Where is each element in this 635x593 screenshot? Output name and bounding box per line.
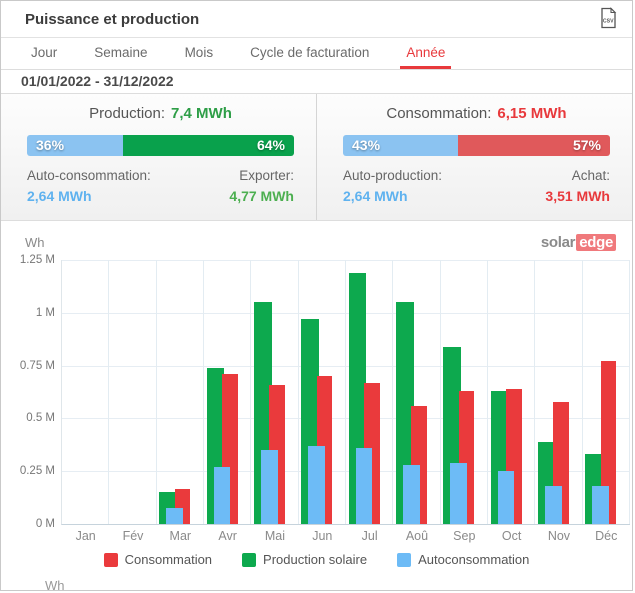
tab-semaine[interactable]: Semaine xyxy=(94,44,148,60)
csv-file-icon: CSV xyxy=(599,6,618,32)
y-tick-label: 0.75 M xyxy=(19,359,55,372)
consumption-label: Consommation: xyxy=(386,105,492,122)
purchase-value: 3,51 MWh xyxy=(545,188,610,204)
x-tick-label: Fév xyxy=(122,529,144,543)
legend-item-consommation[interactable]: Consommation xyxy=(103,552,213,567)
y-axis: 1.25 M 1 M 0.75 M 0.5 M 0.25 M 0 M xyxy=(1,254,61,530)
consumption-value: 6,15 MWh xyxy=(497,105,567,122)
legend-swatch xyxy=(242,552,257,567)
bar-autoconsommation xyxy=(355,447,373,524)
legend-item-autoconsommation[interactable]: Autoconsommation xyxy=(397,552,529,567)
purchase-label: Achat: xyxy=(571,168,610,183)
x-tick-label: Déc xyxy=(595,529,618,543)
summary-band: Production: 7,4 MWh 36% 64% Auto-consomma… xyxy=(1,94,632,221)
x-tick-label: Aoû xyxy=(405,529,429,543)
y-tick-label: 0.5 M xyxy=(26,412,55,425)
month-column-déc xyxy=(583,260,630,524)
x-tick-label: Mar xyxy=(169,529,192,543)
self-consumption-label: Auto-consommation: xyxy=(27,168,151,183)
tab-ann-e[interactable]: Année xyxy=(400,38,452,69)
legend-label: Autoconsommation xyxy=(418,552,530,567)
production-split-bar: 36% 64% xyxy=(27,135,294,156)
production-card: Production: 7,4 MWh 36% 64% Auto-consomma… xyxy=(1,94,316,220)
date-range: 01/01/2022 - 31/12/2022 xyxy=(1,70,632,94)
page-title: Puissance et production xyxy=(25,10,200,28)
x-tick-label: Sep xyxy=(453,529,476,543)
consumption-split-selfprod-segment: 43% xyxy=(343,135,458,156)
bar-autoconsommation xyxy=(166,508,184,524)
x-tick-label: Jan xyxy=(75,529,96,543)
production-split-self-segment: 36% xyxy=(27,135,124,156)
widget-header: Puissance et production CSV xyxy=(1,1,632,38)
export-csv-button[interactable]: CSV xyxy=(597,5,620,34)
month-column-nov xyxy=(535,260,583,524)
bar-autoconsommation xyxy=(308,445,326,524)
month-column-avr xyxy=(204,260,252,524)
month-column-aoû xyxy=(393,260,441,524)
self-production-value: 2,64 MWh xyxy=(343,188,408,204)
production-value: 7,4 MWh xyxy=(171,105,232,122)
energy-chart-section: Wh solar edge 1.25 M 1 M 0.75 M 0.5 M 0.25 M 0… xyxy=(1,221,632,591)
production-label: Production: xyxy=(89,105,166,122)
month-column-oct xyxy=(488,260,536,524)
bar-autoconsommation xyxy=(545,485,562,524)
legend-swatch xyxy=(397,552,412,567)
self-consumption-value: 2,64 MWh xyxy=(27,188,92,204)
x-tick-label: Mai xyxy=(264,529,286,543)
consumption-split-bar: 43% 57% xyxy=(343,135,610,156)
export-value: 4,77 MWh xyxy=(229,188,294,204)
next-chart-unit-label-partial: Wh xyxy=(45,578,65,591)
chart-plot-area xyxy=(61,260,630,525)
y-tick-label: 1.25 M xyxy=(19,254,55,266)
month-column-mar xyxy=(157,260,204,524)
x-axis-labels: Jan Fév Mar Avr Mai Jun Jul Aoû Sep Oct Nov Déc xyxy=(62,525,630,545)
legend-item-production-solaire[interactable]: Production solaire xyxy=(242,552,367,567)
bar-consommation xyxy=(600,361,617,524)
x-tick-label: Jun xyxy=(312,529,333,543)
bar-autoconsommation xyxy=(592,485,609,524)
month-column-jan xyxy=(62,260,110,524)
self-production-label: Auto-production: xyxy=(343,168,443,183)
tab-cycle-de-facturation[interactable]: Cycle de facturation xyxy=(250,44,370,60)
y-tick-label: 0 M xyxy=(35,518,55,530)
chart-legend: Consommation Production solaire Autoconsom… xyxy=(1,552,632,567)
production-split-export-segment: 64% xyxy=(123,135,294,156)
legend-label: Consommation xyxy=(124,552,213,567)
period-tabs: Jour Semaine Mois Cycle de facturation Année xyxy=(1,38,632,70)
legend-label: Production solaire xyxy=(263,552,368,567)
svg-text:CSV: CSV xyxy=(603,18,614,24)
tab-mois[interactable]: Mois xyxy=(184,44,214,60)
bar-autoconsommation xyxy=(403,464,420,524)
tab-jour[interactable]: Jour xyxy=(31,44,58,60)
x-tick-label: Avr xyxy=(218,529,237,543)
month-column-fév xyxy=(109,260,157,524)
month-column-jul xyxy=(346,260,394,524)
month-column-mai xyxy=(251,260,299,524)
x-tick-label: Nov xyxy=(547,529,571,543)
month-column-jun xyxy=(299,260,346,524)
bar-autoconsommation xyxy=(213,466,231,524)
x-tick-label: Oct xyxy=(501,529,522,543)
consumption-split-purchase-segment: 57% xyxy=(457,135,610,156)
x-tick-label: Jul xyxy=(361,529,378,543)
consumption-card: Consommation: 6,15 MWh 43% 57% Auto-produ… xyxy=(316,94,632,220)
solaredge-logo: solar edge xyxy=(541,234,616,251)
production-title: Production: 7,4 MWh xyxy=(27,105,294,122)
month-column-sep xyxy=(441,260,488,524)
y-tick-label: 1 M xyxy=(35,306,55,319)
consumption-title: Consommation: 6,15 MWh xyxy=(343,105,610,122)
y-axis-unit-label: Wh xyxy=(25,235,45,250)
bar-autoconsommation xyxy=(497,471,515,524)
y-tick-label: 0.25 M xyxy=(19,465,55,478)
legend-swatch xyxy=(103,552,118,567)
bar-autoconsommation xyxy=(450,462,468,524)
export-label: Exporter: xyxy=(239,168,294,183)
bar-autoconsommation xyxy=(261,450,278,524)
